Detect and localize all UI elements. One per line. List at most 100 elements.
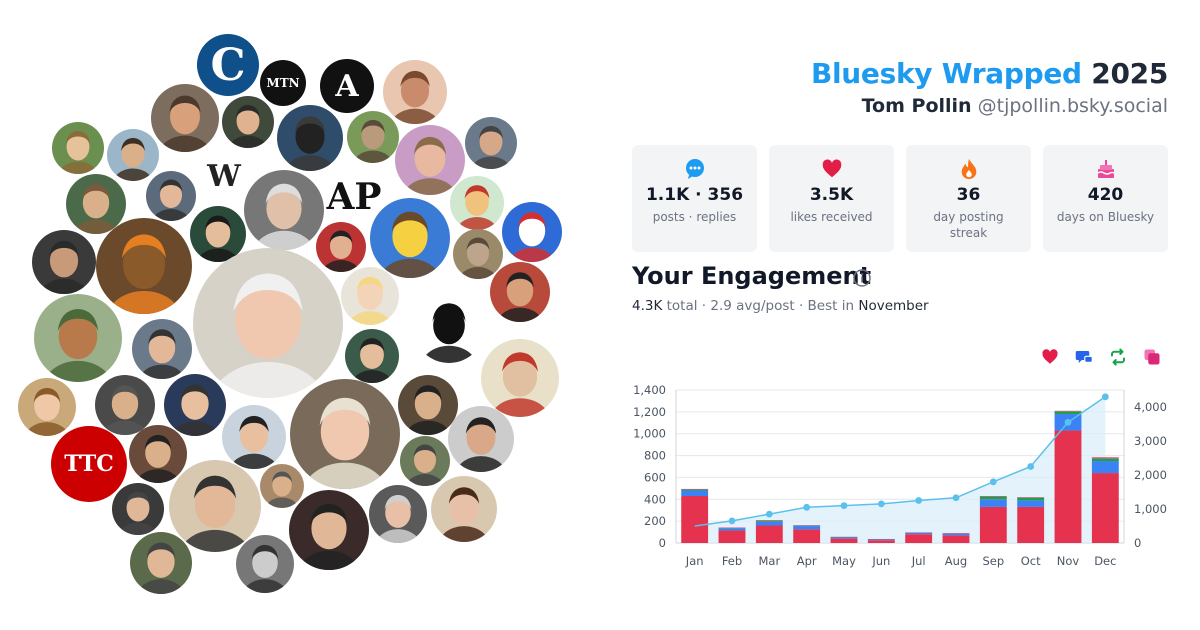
avatar-portrait xyxy=(298,503,360,570)
bar-segment-sep xyxy=(979,496,1007,497)
display-name: Tom Pollin xyxy=(861,95,972,117)
logo-text: AP xyxy=(326,176,382,218)
engagement-average: 2.9 avg/post xyxy=(710,298,795,314)
bar-segment-sep xyxy=(979,496,1007,500)
x-tick-label: Aug xyxy=(945,554,967,568)
cumulative-point xyxy=(1027,463,1035,470)
avatar xyxy=(164,374,226,436)
y-tick-label-right: 1,000 xyxy=(1134,502,1167,516)
avatar xyxy=(151,84,219,152)
speech-bubble-icon xyxy=(632,158,757,182)
avatar xyxy=(453,229,503,279)
engagement-total-label: total xyxy=(666,298,698,314)
engagement-summary: 4.3K total · 2.9 avg/post · Best in Nove… xyxy=(632,298,929,314)
cumulative-point xyxy=(952,494,960,502)
avatar-portrait xyxy=(170,384,220,436)
bar-segment-oct xyxy=(1017,500,1045,507)
avatar-portrait xyxy=(508,212,556,262)
avatar xyxy=(369,485,427,543)
avatar-portrait xyxy=(227,104,269,148)
x-tick-label: Feb xyxy=(722,554,742,568)
x-tick-label: Apr xyxy=(797,554,817,568)
y-tick-label-right: 2,000 xyxy=(1134,468,1167,482)
bar-segment-apr xyxy=(793,529,821,543)
info-icon[interactable] xyxy=(852,268,872,288)
avatar xyxy=(236,535,294,593)
avatar xyxy=(66,174,126,234)
avatar xyxy=(193,248,343,398)
y-tick-label-left: 400 xyxy=(644,492,666,506)
bar-segment-feb xyxy=(718,527,746,528)
cumulative-point xyxy=(1101,393,1109,401)
bar-segment-sep xyxy=(979,499,1007,507)
bar-segment-mar xyxy=(755,525,783,543)
avatar-portrait xyxy=(402,136,458,195)
avatar-portrait xyxy=(209,273,327,398)
repost-icon[interactable] xyxy=(1109,348,1127,366)
avatar xyxy=(481,339,559,417)
avatar-portrait xyxy=(347,276,393,325)
avatar-portrait xyxy=(284,116,336,171)
avatar xyxy=(290,379,400,489)
bar-segment-nov xyxy=(1054,430,1082,543)
y-tick-label-left: 1,000 xyxy=(633,427,666,441)
avatar xyxy=(345,329,399,383)
logo-avatar: AP xyxy=(324,167,384,227)
stat-card-days: 420 days on Bluesky xyxy=(1043,145,1168,252)
avatar-portrait xyxy=(136,542,186,594)
y-tick-label-left: 0 xyxy=(659,536,666,550)
reply-icon[interactable] xyxy=(1075,348,1093,366)
bar-segment-dec xyxy=(1091,461,1119,474)
y-tick-label-left: 600 xyxy=(644,470,666,484)
heart-icon xyxy=(769,158,894,182)
avatar-portrait xyxy=(390,70,440,124)
logo-avatar: TTC xyxy=(51,426,127,502)
avatar-portrait xyxy=(117,491,159,535)
flame-icon xyxy=(906,158,1031,182)
avatar-portrait xyxy=(375,494,421,543)
avatar xyxy=(465,117,517,169)
y-tick-label-left: 200 xyxy=(644,514,666,528)
avatar xyxy=(132,319,192,379)
bar-segment-jan xyxy=(681,496,709,543)
avatar-portrait xyxy=(179,475,251,552)
avatar xyxy=(96,218,192,314)
x-tick-label: Nov xyxy=(1057,554,1080,568)
cumulative-point xyxy=(840,502,848,509)
avatar-portrait xyxy=(72,184,120,234)
avatar xyxy=(370,198,450,278)
year-title: 2025 xyxy=(1091,57,1168,90)
avatar-portrait xyxy=(242,544,288,593)
avatar xyxy=(18,378,76,436)
avatar xyxy=(289,490,369,570)
best-prefix: Best in xyxy=(807,298,855,314)
heart-icon[interactable] xyxy=(1041,348,1059,366)
bar-segment-jun xyxy=(867,540,895,543)
bar-segment-apr xyxy=(793,525,821,527)
avatar xyxy=(448,406,514,472)
x-tick-label: May xyxy=(832,554,856,568)
avatar-portrait xyxy=(138,329,186,379)
stat-value: 420 xyxy=(1087,185,1124,205)
x-tick-label: Oct xyxy=(1021,554,1041,568)
x-tick-label: Jan xyxy=(685,554,704,568)
stat-value: 3.5K xyxy=(809,185,854,205)
stat-label: likes received xyxy=(790,210,873,224)
logo-avatar: W xyxy=(195,147,253,205)
cumulative-line xyxy=(694,396,1106,527)
avatar-portrait xyxy=(229,415,279,469)
avatar xyxy=(398,375,458,435)
logo-avatar: MTN xyxy=(260,60,306,106)
logo-text: C xyxy=(210,39,246,91)
avatar xyxy=(107,129,159,181)
bar-segment-aug xyxy=(942,532,970,534)
logo-text: A xyxy=(335,68,359,104)
engagement-total: 4.3K xyxy=(632,298,663,314)
bar-segment-may xyxy=(830,538,858,543)
bar-segment-sep xyxy=(979,506,1007,543)
brand-title: Bluesky Wrapped xyxy=(810,57,1082,90)
cumulative-point xyxy=(915,497,923,504)
avatar xyxy=(169,460,261,552)
avatar xyxy=(129,425,187,483)
quote-icon[interactable] xyxy=(1143,348,1161,366)
